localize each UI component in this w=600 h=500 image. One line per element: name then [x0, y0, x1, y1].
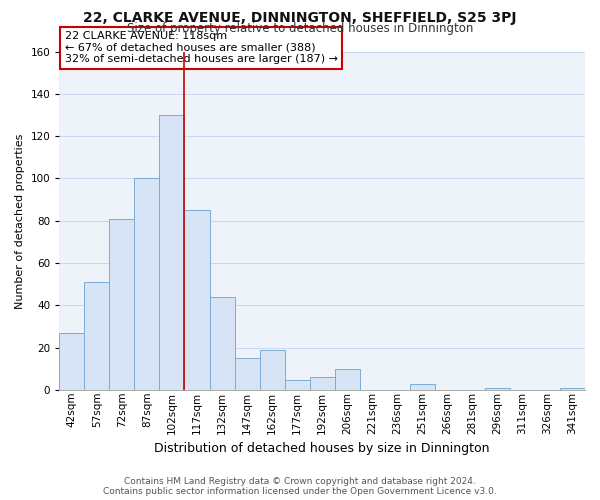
- Bar: [109, 218, 134, 390]
- Bar: [59, 333, 85, 390]
- Text: Contains HM Land Registry data © Crown copyright and database right 2024.
Contai: Contains HM Land Registry data © Crown c…: [103, 476, 497, 496]
- Text: Size of property relative to detached houses in Dinnington: Size of property relative to detached ho…: [127, 22, 473, 35]
- Bar: [410, 384, 435, 390]
- Bar: [260, 350, 284, 390]
- Bar: [209, 297, 235, 390]
- Bar: [310, 378, 335, 390]
- Bar: [335, 369, 360, 390]
- Text: 22, CLARKE AVENUE, DINNINGTON, SHEFFIELD, S25 3PJ: 22, CLARKE AVENUE, DINNINGTON, SHEFFIELD…: [83, 11, 517, 25]
- X-axis label: Distribution of detached houses by size in Dinnington: Distribution of detached houses by size …: [154, 442, 490, 455]
- Y-axis label: Number of detached properties: Number of detached properties: [15, 133, 25, 308]
- Bar: [235, 358, 260, 390]
- Bar: [485, 388, 510, 390]
- Bar: [184, 210, 209, 390]
- Text: 22 CLARKE AVENUE: 118sqm
← 67% of detached houses are smaller (388)
32% of semi-: 22 CLARKE AVENUE: 118sqm ← 67% of detach…: [65, 31, 338, 64]
- Bar: [284, 380, 310, 390]
- Bar: [160, 115, 184, 390]
- Bar: [85, 282, 109, 390]
- Bar: [560, 388, 585, 390]
- Bar: [134, 178, 160, 390]
